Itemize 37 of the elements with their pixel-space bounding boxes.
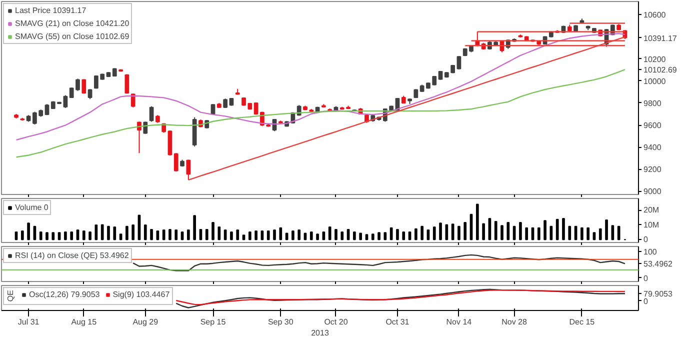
y-tick-label: 79.9053 — [644, 290, 673, 299]
x-tick-label: Aug 29 — [132, 318, 159, 326]
x-tick-label: Nov 28 — [502, 318, 528, 326]
legend-label: Sig(9) 103.4467 — [112, 290, 170, 299]
y-tick-label: 0 — [644, 296, 648, 306]
y-tick-label: 9000 — [644, 187, 662, 196]
y-tick-label: 9600 — [644, 121, 662, 130]
legend-label: Osc(12,26) 79.9053 — [29, 290, 100, 299]
y-tick-label: 53.4962 — [644, 260, 673, 269]
y-tick-label: 9800 — [644, 98, 662, 108]
legend-label: RSI (14) on Close (QE) 53.4962 — [15, 251, 129, 260]
y-tick-label: 9200 — [644, 165, 662, 174]
y-tick-label: 9400 — [644, 143, 662, 152]
y-tick-label: 10000 — [644, 76, 666, 86]
x-tick-label: Sep 30 — [268, 318, 294, 326]
legend-label: SMAVG (55) on Close 10102.69 — [15, 32, 130, 41]
legend-title: QE — [6, 290, 15, 302]
y-tick-label: 100 — [644, 248, 658, 256]
x-tick-label: Jul 31 — [18, 318, 40, 326]
y-tick-label: 0 — [644, 235, 648, 244]
y-tick-label: 20M — [644, 206, 660, 215]
x-tick-label: Aug 15 — [71, 318, 98, 326]
y-tick-label: 10102.69 — [644, 66, 678, 75]
x-tick-label: Oct 31 — [386, 318, 410, 326]
y-tick-label: 10M — [644, 220, 660, 230]
y-tick-label: 0 — [644, 274, 648, 283]
x-tick-label: Nov 14 — [446, 318, 472, 326]
x-axis-title: 2013 — [311, 328, 330, 338]
y-tick-label: 10391.17 — [644, 34, 678, 43]
x-tick-label: Sep 15 — [200, 318, 226, 326]
x-tick-label: Dec 15 — [569, 318, 596, 326]
legend-label: SMAVG (21) on Close 10421.20 — [15, 19, 130, 28]
legend-label: Volume 0 — [15, 203, 48, 212]
legend-label: Last Price 10391.17 — [15, 6, 86, 15]
y-tick-label: 10600 — [644, 10, 666, 20]
y-tick-label: 10200 — [644, 54, 666, 64]
x-tick-label: Oct 20 — [324, 318, 348, 326]
